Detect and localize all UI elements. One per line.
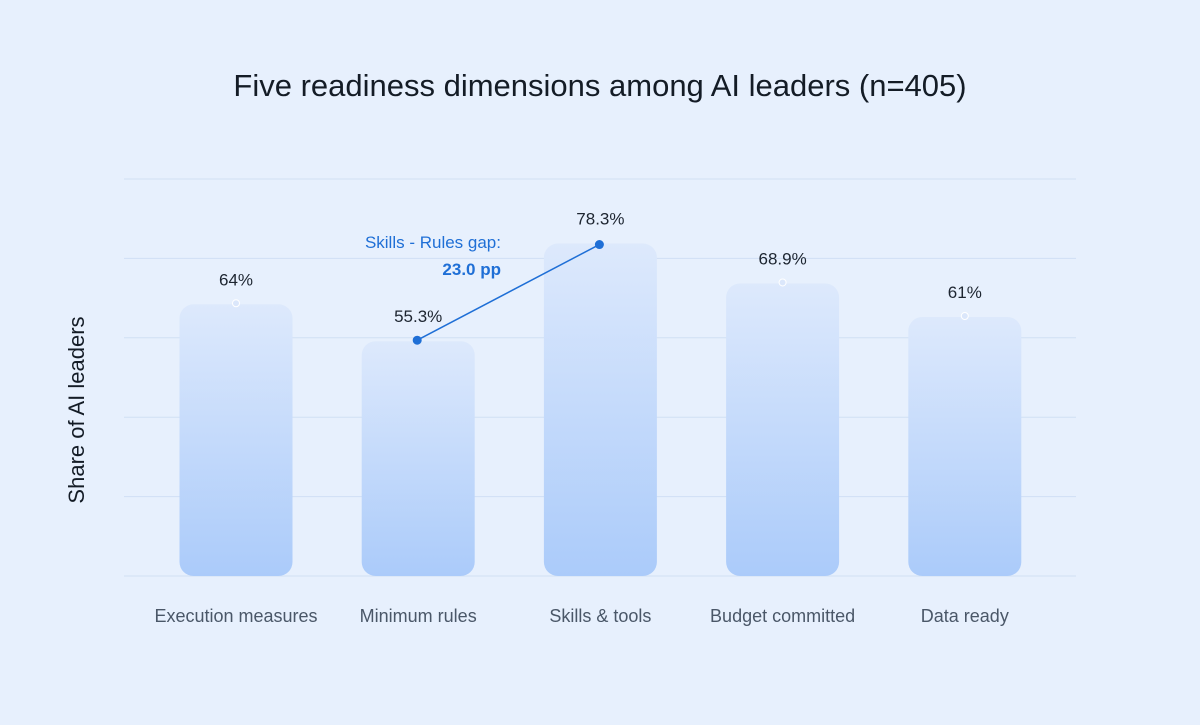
gap-point-minimum-rules bbox=[412, 335, 422, 345]
chart-title: Five readiness dimensions among AI leade… bbox=[233, 68, 966, 103]
category-label: Minimum rules bbox=[360, 606, 477, 626]
category-label: Budget committed bbox=[710, 606, 855, 626]
category-label: Execution measures bbox=[154, 606, 317, 626]
value-label: 78.3% bbox=[576, 210, 624, 229]
bar bbox=[543, 243, 657, 576]
gap-point-skills-tools bbox=[594, 240, 604, 250]
category-label: Skills & tools bbox=[549, 606, 651, 626]
bar bbox=[908, 316, 1022, 576]
bar-marker bbox=[778, 278, 787, 287]
gap-annotation-value: 23.0 pp bbox=[442, 260, 501, 279]
value-label: 61% bbox=[948, 283, 982, 302]
bar-marker bbox=[960, 311, 969, 320]
value-label: 64% bbox=[219, 270, 253, 289]
category-label: Data ready bbox=[921, 606, 1009, 626]
value-label: 68.9% bbox=[758, 249, 806, 268]
gap-annotation-label: Skills - Rules gap: bbox=[365, 233, 501, 252]
gap-connector-line bbox=[416, 243, 600, 341]
y-axis-label: Share of AI leaders bbox=[64, 316, 89, 503]
bar bbox=[361, 341, 475, 576]
bar bbox=[726, 283, 840, 576]
bar-marker bbox=[232, 299, 240, 308]
bar bbox=[179, 304, 293, 576]
value-label: 55.3% bbox=[394, 307, 442, 326]
